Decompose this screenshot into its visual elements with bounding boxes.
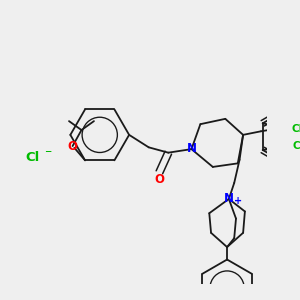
- Text: N: N: [187, 142, 196, 155]
- Text: Cl: Cl: [25, 151, 39, 164]
- Text: ⁻: ⁻: [44, 147, 52, 160]
- Text: N: N: [224, 193, 234, 206]
- Text: +: +: [234, 196, 242, 206]
- Text: Cl: Cl: [291, 124, 300, 134]
- Text: Cl: Cl: [293, 141, 300, 152]
- Text: O: O: [68, 140, 78, 153]
- Text: O: O: [154, 173, 164, 186]
